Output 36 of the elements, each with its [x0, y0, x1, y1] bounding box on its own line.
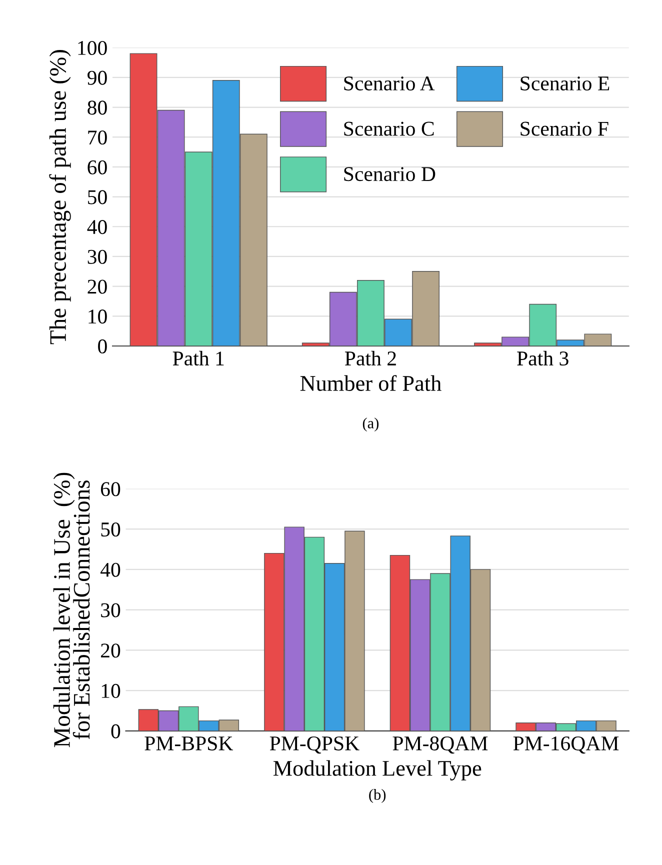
x-tick-label: PM-BPSK — [144, 736, 234, 750]
legend-label: Scenario E — [520, 76, 610, 90]
y-tick-label: 0 — [98, 339, 107, 354]
x-tick-label: Path 2 — [344, 350, 396, 366]
y-tick-label: 80 — [88, 100, 107, 115]
y-axis-title: The precentage of path use (%) — [49, 50, 71, 344]
y-tick-label: 90 — [88, 70, 107, 85]
x-axis-title: Number of Path — [300, 375, 442, 391]
legend-label: Scenario D — [344, 167, 436, 182]
y-tick-label: 30 — [101, 603, 120, 618]
y-tick-label: 10 — [88, 310, 107, 324]
y-tick-label: 50 — [101, 522, 120, 537]
x-tick-label: Path 3 — [517, 350, 568, 366]
text: (b) — [369, 789, 386, 803]
y-tick-label: 60 — [88, 160, 107, 174]
x-tick-label: PM-16QAM — [513, 736, 619, 754]
y-axis-title: Modulation level in Use (%) for EstablishedConnections — [53, 472, 90, 748]
y-tick-label: 60 — [100, 482, 120, 496]
legend-label: Scenario C — [344, 122, 434, 136]
y-tick-label: 40 — [87, 220, 107, 234]
legend-label: Scenario A — [344, 76, 435, 90]
x-tick-label: PM-QPSK — [270, 736, 360, 754]
y-tick-label: 20 — [88, 280, 107, 294]
x-axis-title: Modulation Level Type — [273, 760, 482, 780]
y-tick-label: 20 — [101, 644, 120, 658]
x-tick-label: Path 1 — [172, 350, 224, 366]
y-tick-label: 50 — [88, 190, 107, 204]
y-tick-label: 0 — [111, 724, 120, 738]
legend-label: Scenario F — [520, 122, 608, 136]
y-tick-label: 40 — [100, 562, 120, 577]
y-tick-label: 70 — [88, 130, 107, 145]
y-tick-label: 100 — [78, 40, 107, 56]
x-tick-label: PM-8QAM — [392, 736, 488, 754]
text: (a) — [362, 418, 379, 432]
y-tick-label: 30 — [88, 250, 107, 264]
y-tick-label: 10 — [102, 684, 120, 698]
